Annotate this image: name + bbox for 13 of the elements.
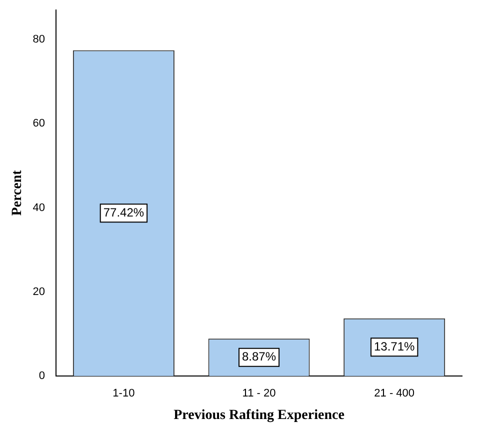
- x-tick-label: 21 - 400: [374, 388, 415, 400]
- y-tick-label: 40: [32, 202, 46, 214]
- x-tick-label: 1-10: [112, 388, 135, 400]
- y-tick-label: 20: [32, 286, 46, 298]
- data-label: 13.71%: [374, 339, 416, 354]
- x-tick-label: 11 - 20: [242, 388, 276, 400]
- y-tick-label: 80: [32, 33, 46, 46]
- y-tick-label: 60: [32, 118, 46, 130]
- y-axis-title: Percent: [10, 170, 26, 216]
- x-axis-title: Previous Rafting Experience: [174, 408, 344, 424]
- data-label: 77.42%: [103, 205, 144, 220]
- y-tick-label: 0: [38, 370, 46, 382]
- data-label: 8.87%: [242, 350, 276, 364]
